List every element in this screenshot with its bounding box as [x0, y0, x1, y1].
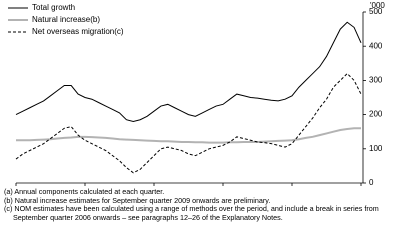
legend-label: Total growth	[32, 3, 75, 12]
footnote: (c) NOM estimates have been calculated u…	[4, 204, 379, 222]
footnote: (a) Annual components calculated at each…	[4, 187, 165, 196]
series-line	[16, 127, 361, 144]
series-line	[15, 21, 362, 122]
y-tick-label: 0	[369, 178, 374, 187]
y-tick-label: 500	[369, 7, 383, 16]
series-line	[15, 72, 362, 174]
y-axis-label: '000	[370, 1, 385, 10]
page: '000 0100200300400500Mar1985Mar1990Mar19…	[0, 1, 397, 222]
y-tick-label: 200	[369, 110, 383, 119]
y-tick-label: 100	[369, 144, 383, 153]
legend-label: Net overseas migration(c)	[32, 27, 124, 36]
y-tick-label: 400	[369, 41, 383, 50]
footnote: (b) Natural increase estimates for Septe…	[4, 195, 271, 205]
notes: (a) Annual components calculated at each…	[0, 187, 397, 222]
y-tick-label: 300	[369, 76, 383, 85]
chart: '000 0100200300400500Mar1985Mar1990Mar19…	[8, 1, 385, 187]
legend-label: Natural increase(b)	[32, 15, 100, 24]
